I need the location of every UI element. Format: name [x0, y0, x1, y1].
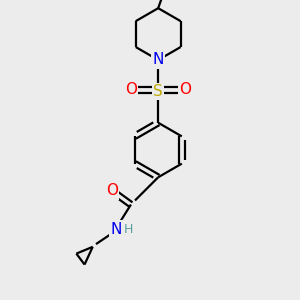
Text: O: O: [179, 82, 191, 98]
Text: O: O: [125, 82, 137, 98]
Text: H: H: [124, 223, 133, 236]
Text: N: N: [152, 52, 164, 68]
Text: O: O: [106, 183, 118, 198]
Text: N: N: [110, 222, 122, 237]
Text: S: S: [153, 84, 163, 99]
